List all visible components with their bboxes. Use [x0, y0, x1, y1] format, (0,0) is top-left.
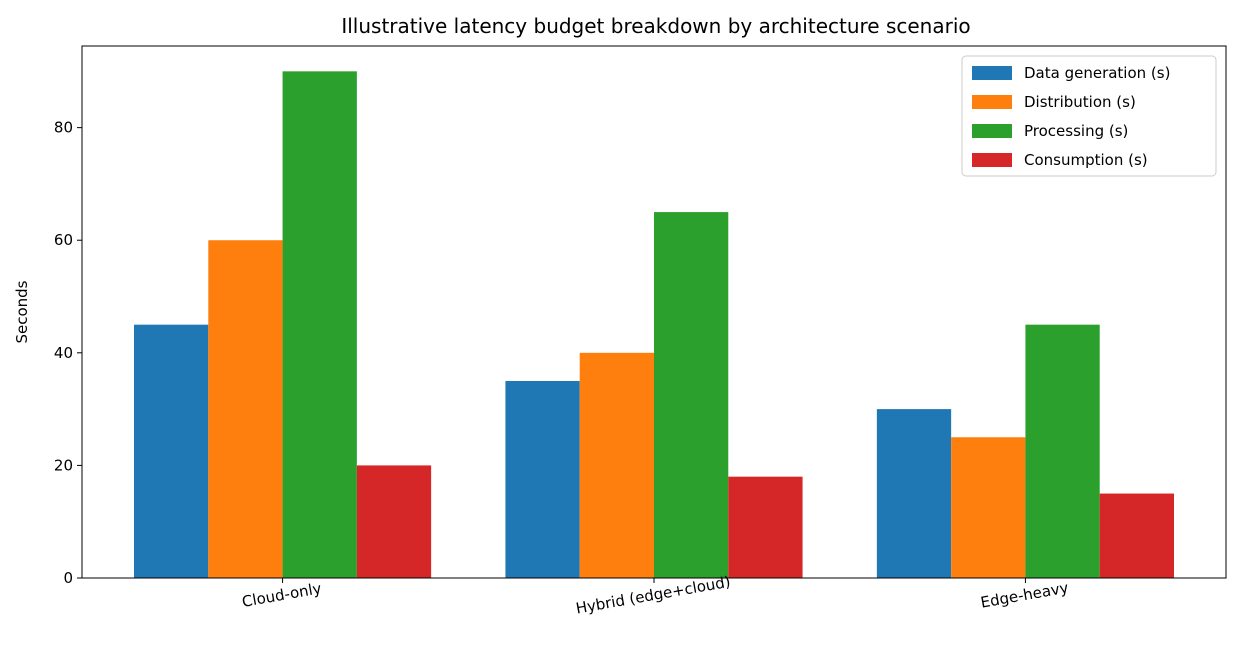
- legend-swatch: [972, 124, 1012, 138]
- x-tick-label: Edge-heavy: [979, 578, 1070, 611]
- bar-1-1: [134, 324, 209, 578]
- bar-1-3: [876, 409, 952, 578]
- legend-label: Consumption (s): [1024, 151, 1148, 169]
- legend-label: Processing (s): [1024, 122, 1128, 140]
- bar-3-1: [282, 71, 357, 578]
- bar-2-2: [579, 352, 654, 578]
- y-tick-label: 0: [63, 569, 73, 587]
- y-tick-label: 40: [54, 344, 73, 362]
- bar-2-1: [208, 240, 283, 578]
- y-tick-label: 20: [54, 456, 73, 474]
- legend-box: [961, 55, 1217, 177]
- chart-title: Illustrative latency budget breakdown by…: [341, 14, 970, 38]
- legend-label: Data generation (s): [1024, 64, 1170, 82]
- bar-1-2: [505, 380, 580, 578]
- legend-swatch: [972, 153, 1012, 167]
- legend-swatch: [972, 66, 1012, 80]
- bars-layer: [134, 71, 1174, 578]
- x-tick-label: Hybrid (edge+cloud): [574, 573, 731, 618]
- bar-3-3: [1025, 324, 1100, 578]
- legend: Data generation (s) Distribution (s) Proce…: [961, 55, 1217, 177]
- legend-label: Distribution (s): [1024, 93, 1136, 111]
- bar-4-3: [1099, 493, 1174, 578]
- bar-4-2: [728, 476, 803, 578]
- y-axis-label: Seconds: [13, 280, 31, 343]
- bar-4-1: [356, 465, 432, 578]
- y-tick-label: 80: [54, 119, 73, 137]
- x-tick-label: Cloud-only: [241, 579, 323, 611]
- y-tick-label: 60: [54, 231, 73, 249]
- legend-swatch: [972, 95, 1012, 109]
- bar-2-3: [951, 437, 1026, 578]
- bar-3-2: [654, 212, 729, 578]
